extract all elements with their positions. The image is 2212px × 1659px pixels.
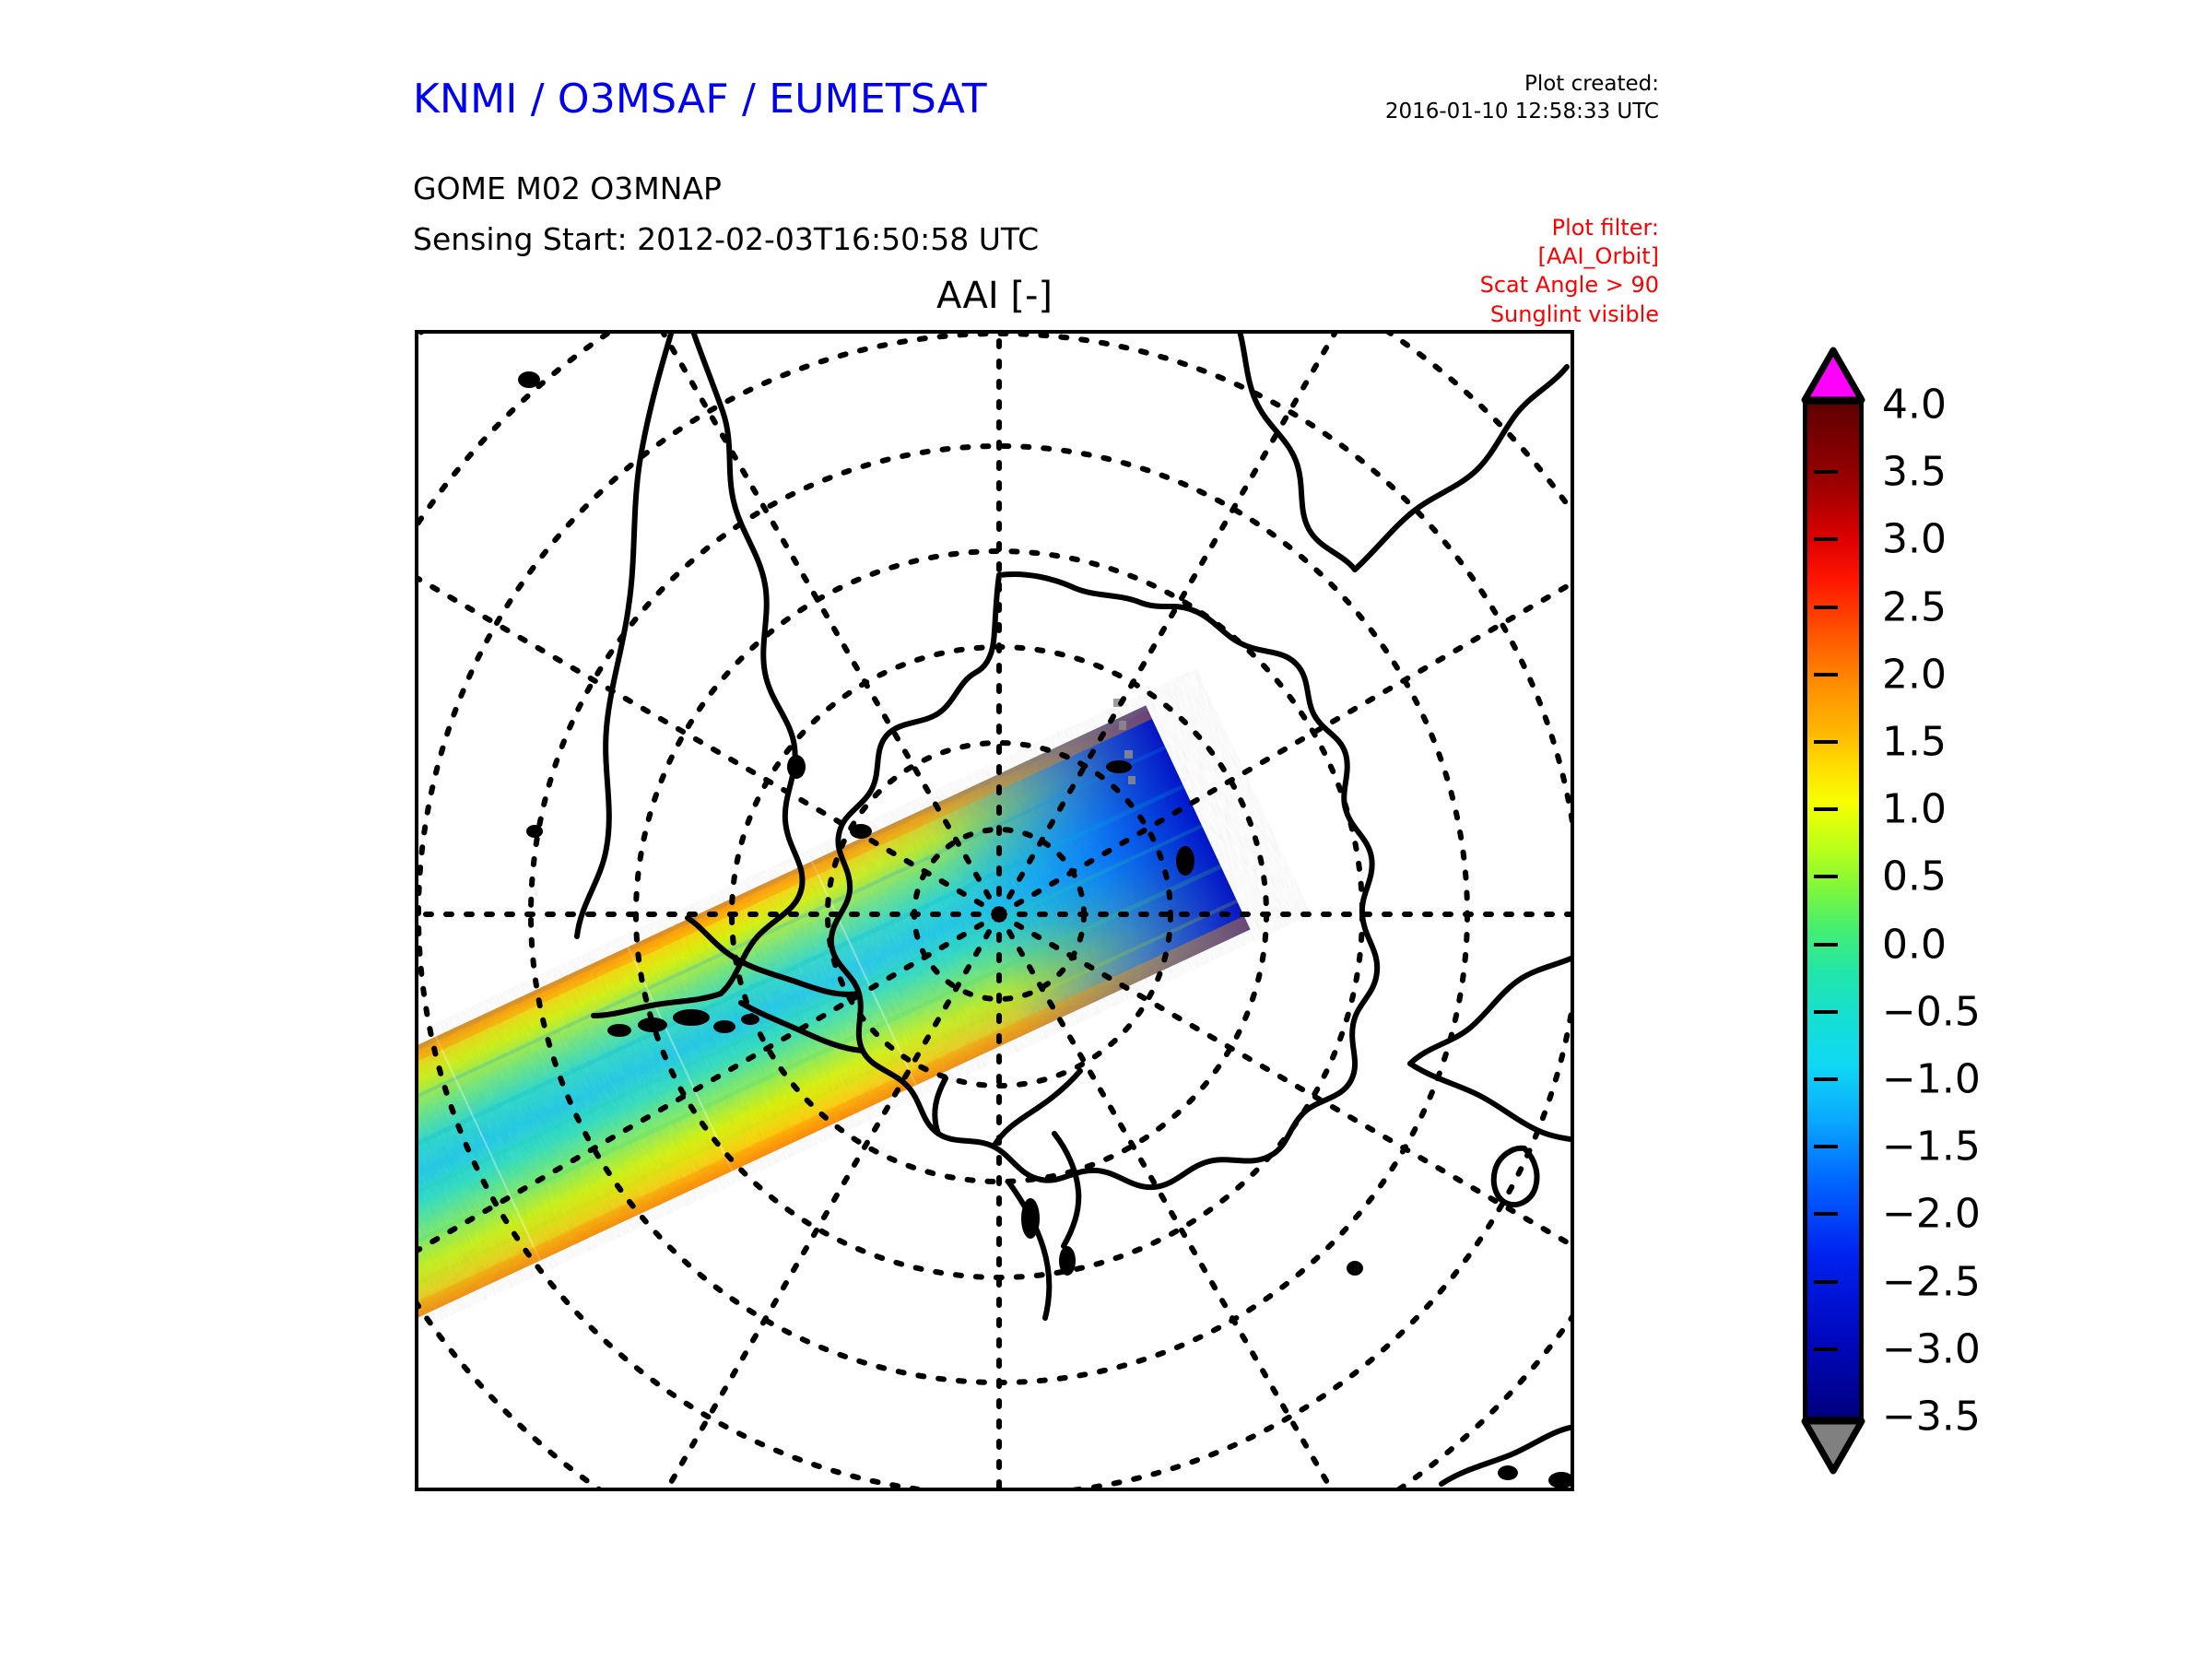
colorbar-tick-label: 1.5	[1882, 718, 1947, 766]
plot-created-timestamp: 2016-01-10 12:58:33 UTC	[1384, 100, 1659, 124]
colorbar-tick-label: 3.5	[1882, 448, 1947, 496]
polar-map-canvas	[418, 334, 1571, 1488]
coastline-new-zealand-north	[1052, 1131, 1082, 1249]
plot-filter-line-0: Plot filter:	[1551, 215, 1659, 241]
colorbar-tick-mark	[1814, 470, 1838, 475]
colorbar-tick-mark	[1814, 875, 1838, 879]
coastline-nz-islands	[1021, 1198, 1363, 1276]
colorbar-tick-label: −3.5	[1882, 1393, 1981, 1441]
coastline-tierra-del-fuego	[607, 1009, 759, 1037]
colorbar-tick-mark	[1814, 807, 1838, 812]
colorbar-tick-mark	[1814, 1347, 1838, 1351]
colorbar-body	[1803, 400, 1864, 1421]
coastline-africa-east	[1352, 364, 1570, 572]
aai-swath	[418, 524, 1251, 1452]
coastline-islands-atlantic	[518, 371, 1194, 876]
colorbar-tick-mark	[1814, 672, 1838, 677]
colorbar-tick-label: 0.0	[1882, 921, 1947, 969]
colorbar-under-arrow	[1801, 1418, 1865, 1475]
colorbar-tick-mark	[1814, 605, 1838, 609]
coastline-patagonia	[591, 991, 724, 1018]
colorbar-tick-label: 1.0	[1882, 785, 1947, 833]
coastline-ross-shelf	[991, 1068, 1083, 1149]
coastline-antarctica	[828, 571, 1381, 1191]
colorbar-tick-mark	[1814, 1212, 1838, 1217]
colorbar-tick-label: 2.0	[1882, 651, 1947, 699]
coastline-africa	[1237, 334, 1358, 572]
plot-created-label: Plot created:	[1524, 72, 1659, 96]
coastline-australia	[1407, 955, 1571, 1066]
colorbar-tick-mark	[1814, 1279, 1838, 1284]
coastline-weddell-shelf	[932, 1076, 948, 1136]
colorbar-tick-mark	[1814, 1145, 1838, 1149]
colorbar-tick-mark	[1814, 1009, 1838, 1014]
coastline-corner-islands	[1498, 1465, 1571, 1488]
map-plot-area[interactable]	[415, 330, 1574, 1491]
colorbar-tick-label: 0.5	[1882, 853, 1947, 900]
colorbar-tick-mark	[1814, 1077, 1838, 1081]
chart-title: AAI [-]	[936, 275, 1053, 317]
graticule	[418, 334, 1571, 1488]
coastlines	[518, 334, 1571, 1488]
colorbar-tick-mark	[1814, 537, 1838, 542]
colorbar-tick-label: −1.0	[1882, 1055, 1981, 1103]
coastline-tasmania	[1490, 1145, 1540, 1207]
plot-filter-line-1: [AAI_Orbit]	[1537, 243, 1659, 270]
colorbar-tick-label: 4.0	[1882, 381, 1947, 429]
coastline-australia-south	[1407, 1061, 1571, 1143]
colorbar-tick-label: −2.0	[1882, 1190, 1981, 1238]
colorbar-over-arrow	[1801, 347, 1865, 404]
colorbar-tick-label: 2.5	[1882, 583, 1947, 631]
colorbar-tick-label: 3.0	[1882, 515, 1947, 563]
colorbar-tick-label: −3.0	[1882, 1325, 1981, 1373]
colorbar[interactable]: 4.0 3.5 3.0 2.5 2.0 1.5 1.0 0.5 0.0 −0.5 −1.0 −1.5 −…	[1794, 341, 2181, 1493]
coastline-corner-fragment	[1439, 1424, 1571, 1487]
page-title: KNMI / O3MSAF / EUMETSAT	[413, 76, 987, 123]
coastline-new-zealand-south	[1006, 1179, 1053, 1321]
meridian-lines	[418, 334, 1571, 1488]
dataset-label: GOME M02 O3MNAP	[413, 171, 722, 206]
sensing-start-label: Sensing Start: 2012-02-03T16:50:58 UTC	[413, 221, 1040, 257]
colorbar-tick-label: −2.5	[1882, 1258, 1981, 1306]
colorbar-gradient	[1807, 405, 1859, 1417]
colorbar-tick-mark	[1814, 942, 1838, 947]
colorbar-tick-label: −1.5	[1882, 1123, 1981, 1171]
colorbar-tick-mark	[1814, 739, 1838, 744]
plot-filter-line-3: Sunglint visible	[1489, 300, 1659, 327]
plot-created-block: Plot created: 2016-01-10 12:58:33 UTC	[1272, 70, 1659, 126]
colorbar-tick-label: −0.5	[1882, 988, 1981, 1036]
plot-filter-block: Plot filter: [AAI_Orbit] Scat Angle > 90…	[1290, 214, 1659, 329]
parallel-circle	[825, 740, 1173, 1088]
coastline-peninsula	[685, 915, 862, 997]
plot-filter-line-2: Scat Angle > 90	[1479, 272, 1659, 299]
coastline-south-america-west	[574, 334, 675, 939]
coastline-peninsula-2	[738, 1000, 865, 1053]
coastline-south-america	[690, 334, 806, 996]
